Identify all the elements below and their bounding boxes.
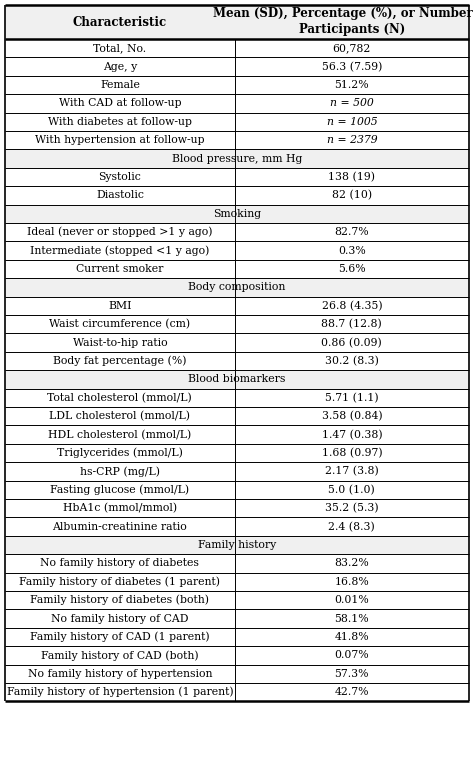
- Text: 1.47 (0.38): 1.47 (0.38): [321, 430, 382, 439]
- Text: Waist-to-hip ratio: Waist-to-hip ratio: [73, 337, 167, 347]
- Text: LDL cholesterol (mmol/L): LDL cholesterol (mmol/L): [49, 411, 191, 421]
- Text: 2.17 (3.8): 2.17 (3.8): [325, 466, 379, 476]
- Text: Ideal (never or stopped >1 y ago): Ideal (never or stopped >1 y ago): [27, 227, 213, 238]
- Text: 56.3 (7.59): 56.3 (7.59): [322, 61, 382, 72]
- Text: Family history of diabetes (both): Family history of diabetes (both): [30, 595, 210, 605]
- Text: hs-CRP (mg/L): hs-CRP (mg/L): [80, 466, 160, 476]
- Text: With hypertension at follow-up: With hypertension at follow-up: [35, 135, 205, 145]
- Text: Blood pressure, mm Hg: Blood pressure, mm Hg: [172, 153, 302, 163]
- Text: Family history of hypertension (1 parent): Family history of hypertension (1 parent…: [7, 687, 233, 697]
- Text: Family history of CAD (both): Family history of CAD (both): [41, 650, 199, 660]
- Text: 0.86 (0.09): 0.86 (0.09): [321, 337, 382, 347]
- Text: Mean (SD), Percentage (%), or Number of
Participants (N): Mean (SD), Percentage (%), or Number of …: [213, 8, 474, 37]
- Text: 57.3%: 57.3%: [335, 669, 369, 679]
- Text: With CAD at follow-up: With CAD at follow-up: [58, 98, 181, 108]
- Text: HDL cholesterol (mmol/L): HDL cholesterol (mmol/L): [48, 430, 191, 439]
- Bar: [5, 150, 469, 168]
- Text: n = 500: n = 500: [330, 98, 374, 108]
- Text: 41.8%: 41.8%: [335, 632, 369, 642]
- Text: Current smoker: Current smoker: [76, 264, 164, 274]
- Text: 0.01%: 0.01%: [335, 595, 369, 605]
- Text: No family history of hypertension: No family history of hypertension: [27, 669, 212, 679]
- Text: Intermediate (stopped <1 y ago): Intermediate (stopped <1 y ago): [30, 245, 210, 256]
- Text: 83.2%: 83.2%: [335, 558, 369, 568]
- Text: n = 1005: n = 1005: [327, 117, 377, 127]
- Text: Fasting glucose (mmol/L): Fasting glucose (mmol/L): [50, 485, 190, 495]
- Text: 82 (10): 82 (10): [332, 190, 372, 200]
- Text: Family history: Family history: [198, 540, 276, 550]
- Text: Body fat percentage (%): Body fat percentage (%): [53, 356, 187, 367]
- Text: Age, y: Age, y: [103, 61, 137, 71]
- Text: 58.1%: 58.1%: [335, 614, 369, 624]
- Text: 88.7 (12.8): 88.7 (12.8): [321, 319, 382, 329]
- Text: 2.4 (8.3): 2.4 (8.3): [328, 522, 375, 532]
- Text: 5.71 (1.1): 5.71 (1.1): [325, 393, 379, 403]
- Text: 138 (19): 138 (19): [328, 172, 375, 182]
- Text: Waist circumference (cm): Waist circumference (cm): [49, 319, 191, 329]
- Text: Female: Female: [100, 80, 140, 90]
- Text: With diabetes at follow-up: With diabetes at follow-up: [48, 117, 192, 127]
- Bar: [5, 536, 469, 555]
- Text: Total cholesterol (mmol/L): Total cholesterol (mmol/L): [47, 393, 192, 403]
- Bar: [5, 205, 469, 223]
- Text: HbA1c (mmol/mmol): HbA1c (mmol/mmol): [63, 503, 177, 513]
- Text: Characteristic: Characteristic: [73, 15, 167, 28]
- Text: Family history of CAD (1 parent): Family history of CAD (1 parent): [30, 632, 210, 642]
- Text: 30.2 (8.3): 30.2 (8.3): [325, 356, 379, 366]
- Text: 3.58 (0.84): 3.58 (0.84): [321, 411, 382, 421]
- Text: 5.6%: 5.6%: [338, 264, 365, 274]
- Text: No family history of CAD: No family history of CAD: [51, 614, 189, 624]
- Bar: [5, 5, 469, 39]
- Text: 1.68 (0.97): 1.68 (0.97): [321, 448, 382, 458]
- Text: Family history of diabetes (1 parent): Family history of diabetes (1 parent): [19, 577, 220, 587]
- Text: Smoking: Smoking: [213, 209, 261, 219]
- Text: BMI: BMI: [108, 301, 132, 311]
- Text: 82.7%: 82.7%: [335, 227, 369, 237]
- Text: 16.8%: 16.8%: [335, 577, 369, 587]
- Text: 0.07%: 0.07%: [335, 650, 369, 660]
- Text: 60,782: 60,782: [333, 43, 371, 53]
- Text: Blood biomarkers: Blood biomarkers: [188, 374, 286, 384]
- Bar: [5, 278, 469, 297]
- Text: Systolic: Systolic: [99, 172, 141, 182]
- Text: 35.2 (5.3): 35.2 (5.3): [325, 503, 379, 513]
- Text: 5.0 (1.0): 5.0 (1.0): [328, 485, 375, 495]
- Text: n = 2379: n = 2379: [327, 135, 377, 145]
- Text: 0.3%: 0.3%: [338, 245, 366, 255]
- Text: Total, No.: Total, No.: [93, 43, 146, 53]
- Text: Triglycerides (mmol/L): Triglycerides (mmol/L): [57, 448, 183, 458]
- Text: Body composition: Body composition: [188, 282, 286, 292]
- Text: No family history of diabetes: No family history of diabetes: [40, 558, 199, 568]
- Text: Diastolic: Diastolic: [96, 190, 144, 200]
- Text: 42.7%: 42.7%: [335, 687, 369, 697]
- Text: Albumin-creatinine ratio: Albumin-creatinine ratio: [53, 522, 187, 532]
- Text: 26.8 (4.35): 26.8 (4.35): [321, 301, 382, 311]
- Text: 51.2%: 51.2%: [335, 80, 369, 90]
- Bar: [5, 370, 469, 389]
